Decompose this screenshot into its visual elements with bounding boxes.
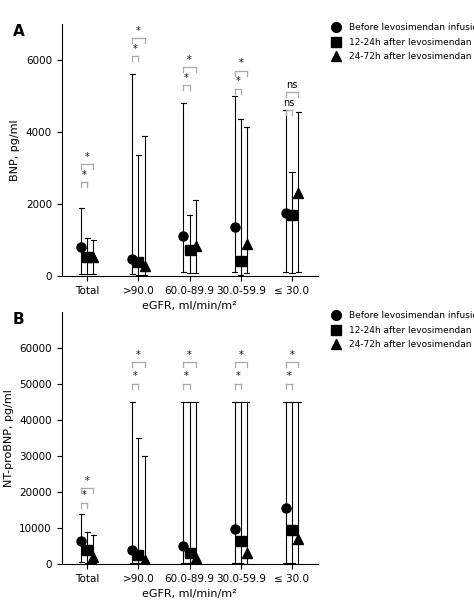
Text: *: *: [287, 371, 292, 382]
Text: *: *: [238, 350, 243, 360]
Legend: Before levosimendan infusion, 12-24h after levosimendan infusion, 24-72h after l: Before levosimendan infusion, 12-24h aft…: [327, 23, 474, 61]
Text: *: *: [184, 73, 189, 83]
Text: A: A: [13, 24, 25, 39]
Legend: Before levosimendan infusion, 12-24h after levosimendan infusion, 24-72h after l: Before levosimendan infusion, 12-24h aft…: [327, 311, 474, 349]
Text: *: *: [236, 371, 240, 382]
Y-axis label: NT-proBNP, pg/ml: NT-proBNP, pg/ml: [4, 389, 14, 487]
Text: *: *: [133, 371, 138, 382]
Text: *: *: [82, 490, 87, 500]
Text: *: *: [133, 44, 138, 54]
Text: *: *: [85, 476, 90, 486]
Text: *: *: [184, 371, 189, 382]
Text: *: *: [187, 350, 192, 360]
X-axis label: eGFR, ml/min/m²: eGFR, ml/min/m²: [142, 589, 237, 599]
X-axis label: eGFR, ml/min/m²: eGFR, ml/min/m²: [142, 301, 237, 311]
Text: *: *: [187, 55, 192, 65]
Text: *: *: [136, 350, 141, 360]
Text: *: *: [85, 152, 90, 162]
Text: B: B: [13, 312, 25, 327]
Text: *: *: [290, 350, 294, 360]
Text: ns: ns: [283, 98, 295, 108]
Text: *: *: [136, 26, 141, 36]
Y-axis label: BNP, pg/ml: BNP, pg/ml: [10, 119, 20, 181]
Text: ns: ns: [286, 80, 298, 90]
Text: *: *: [82, 170, 87, 180]
Text: *: *: [236, 76, 240, 86]
Text: *: *: [238, 58, 243, 68]
